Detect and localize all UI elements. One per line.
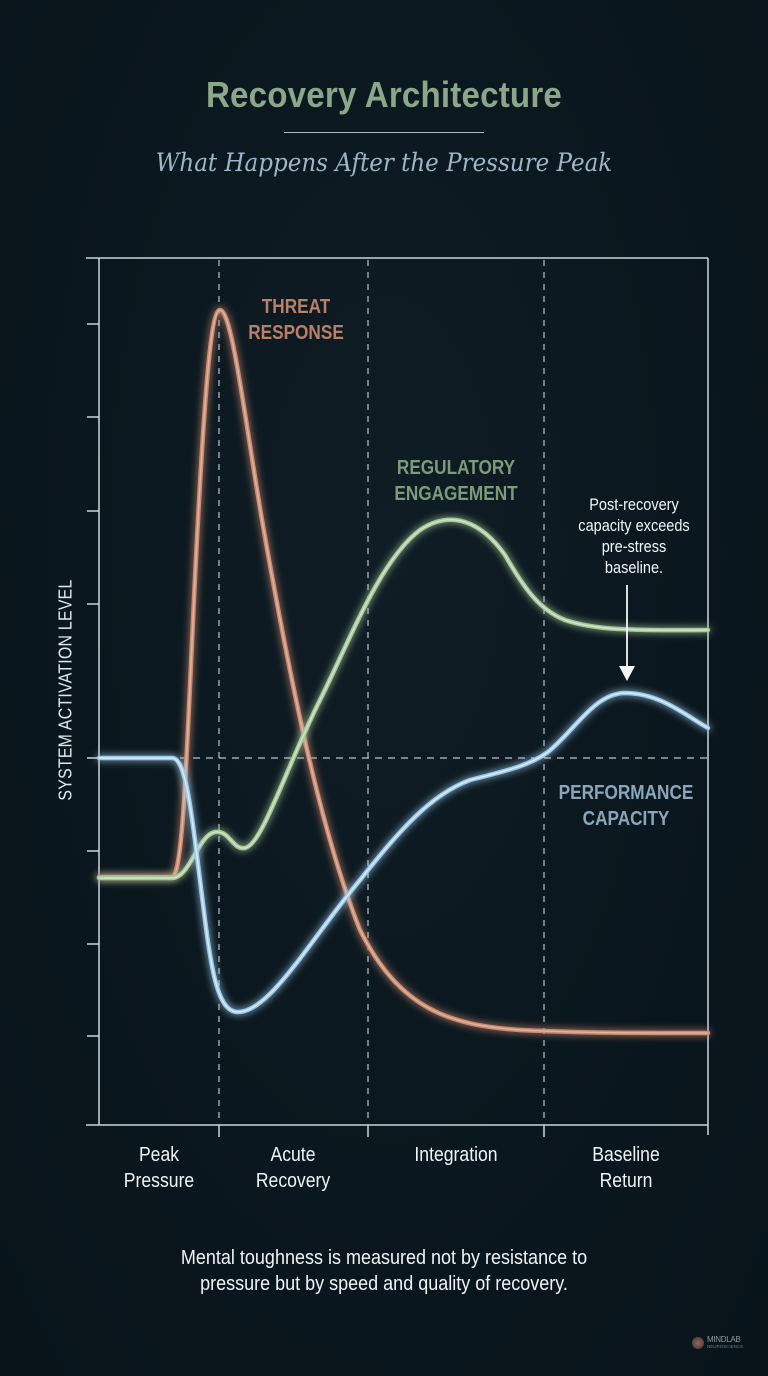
logo-name: MINDLAB xyxy=(707,1335,741,1344)
brand-logo: MINDLAB NEUROSCIENCE xyxy=(692,1336,743,1350)
annotation-line2: capacity exceeds xyxy=(578,517,690,535)
regulatory-engagement-highlight xyxy=(98,519,709,879)
phase-label-line1: Baseline xyxy=(592,1144,660,1166)
phase-label-integration: Integration xyxy=(414,1142,497,1168)
phase-label-line1: Acute xyxy=(270,1144,316,1166)
regulatory-label-line2: ENGAGEMENT xyxy=(394,483,518,505)
chart-subtitle: What Happens After the Pressure Peak xyxy=(155,148,613,177)
logo-subtitle: NEUROSCIENCE xyxy=(707,1344,744,1349)
phase-label-line2: Return xyxy=(599,1170,653,1192)
threat-response-label: THREAT RESPONSE xyxy=(248,294,344,346)
y-axis-ticks xyxy=(87,323,99,1037)
annotation-line4: baseline. xyxy=(604,559,664,577)
performance-label-line1: PERFORMANCE xyxy=(558,782,694,804)
x-axis-ticks xyxy=(218,1125,545,1137)
phase-label-line2: Recovery xyxy=(255,1170,331,1192)
footer-line1: Mental toughness is measured not by resi… xyxy=(180,1247,588,1269)
regulatory-engagement-label: REGULATORY ENGAGEMENT xyxy=(394,455,517,507)
threat-label-line1: THREAT xyxy=(261,296,331,318)
brain-icon xyxy=(692,1337,704,1349)
footer-line2: pressure but by speed and quality of rec… xyxy=(200,1273,568,1295)
chart-title: Recovery Architecture xyxy=(205,74,563,115)
phase-dividers xyxy=(218,260,545,1125)
phase-label-line1: Integration xyxy=(414,1144,498,1166)
threat-response-highlight xyxy=(98,309,709,1034)
recovery-annotation: Post-recovery capacity exceeds pre-stres… xyxy=(578,495,689,579)
plot-frame xyxy=(86,257,709,1135)
footer-caption: Mental toughness is measured not by resi… xyxy=(38,1245,729,1297)
phase-label-line2: Pressure xyxy=(123,1170,195,1192)
phase-label-line1: Peak xyxy=(138,1144,180,1166)
phase-label-baseline-return: Baseline Return xyxy=(592,1142,660,1194)
y-axis-label: SYSTEM ACTIVATION LEVEL xyxy=(55,579,76,801)
phase-label-acute-recovery: Acute Recovery xyxy=(256,1142,330,1194)
regulatory-label-line1: REGULATORY xyxy=(396,457,516,479)
performance-capacity-highlight xyxy=(98,692,709,1013)
performance-capacity-curve xyxy=(96,690,711,1015)
annotation-arrow xyxy=(619,585,635,681)
annotation-line1: Post-recovery xyxy=(589,496,679,514)
performance-capacity-label: PERFORMANCE CAPACITY xyxy=(559,780,694,832)
performance-label-line2: CAPACITY xyxy=(582,808,670,830)
title-divider xyxy=(284,132,484,133)
phase-label-peak-pressure: Peak Pressure xyxy=(124,1142,194,1194)
annotation-line3: pre-stress xyxy=(601,538,667,556)
threat-label-line2: RESPONSE xyxy=(248,322,344,344)
